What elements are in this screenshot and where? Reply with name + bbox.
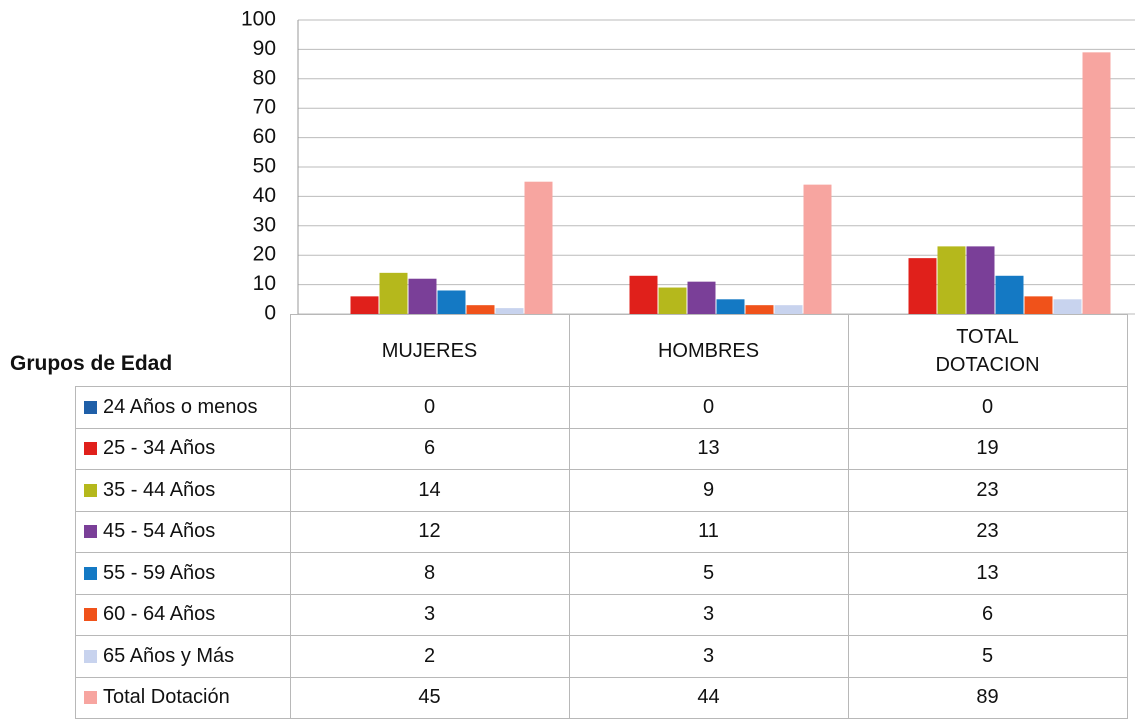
bar	[466, 305, 495, 314]
y-tick-label: 30	[253, 213, 276, 236]
table-value: 5	[847, 635, 1128, 678]
table-value: 8	[289, 552, 570, 595]
y-tick-label: 60	[253, 125, 276, 148]
bar	[408, 278, 437, 314]
table-row: 24 Años o menos 0 0 0	[75, 386, 1128, 429]
category-cell: MUJERES	[289, 314, 570, 387]
legend-swatch	[84, 649, 97, 663]
legend-label: 35 - 44 Años	[103, 478, 216, 501]
bar	[524, 181, 553, 314]
bar	[716, 299, 745, 314]
legend-swatch	[84, 608, 97, 622]
y-tick-label: 10	[253, 272, 276, 295]
legend-label: 45 - 54 Años	[103, 520, 216, 543]
data-table: MUJERES HOMBRES TOTAL DOTACION 24 Años o me…	[75, 314, 1128, 719]
y-tick-label: 50	[253, 155, 276, 178]
table-row: 60 - 64 Años 3 3 6	[75, 593, 1128, 636]
bar	[629, 275, 658, 314]
bar	[908, 258, 937, 314]
y-tick-label: 40	[253, 184, 276, 207]
y-tick-label: 70	[253, 96, 276, 119]
table-value: 6	[847, 593, 1128, 636]
table-value: 13	[847, 552, 1128, 595]
table-value: 0	[289, 386, 570, 429]
table-value: 3	[568, 593, 849, 636]
category-cell: TOTAL DOTACION	[847, 314, 1128, 387]
legend-swatch	[84, 483, 97, 497]
legend-cell: 45 - 54 Años	[75, 510, 291, 553]
legend-cell: 55 - 59 Años	[75, 552, 291, 595]
legend-cell: 24 Años o menos	[75, 386, 291, 429]
table-value: 2	[289, 635, 570, 678]
table-value: 13	[568, 427, 849, 470]
table-value: 6	[289, 427, 570, 470]
y-tick-label: 20	[253, 243, 276, 266]
bar	[658, 287, 687, 314]
bar	[1053, 299, 1082, 314]
category-label: HOMBRES	[657, 339, 760, 362]
table-row: 45 - 54 Años 12 11 23	[75, 510, 1128, 553]
bar	[966, 246, 995, 314]
table-row: 25 - 34 Años 6 13 19	[75, 427, 1128, 470]
table-value: 45	[289, 676, 570, 719]
y-tick-label: 80	[253, 66, 276, 89]
bar	[495, 308, 524, 314]
bar	[774, 305, 803, 314]
table-value: 0	[847, 386, 1128, 429]
table-value: 44	[568, 676, 849, 719]
table-row: 55 - 59 Años 8 5 13	[75, 552, 1128, 595]
legend-swatch	[84, 400, 97, 414]
category-cell: HOMBRES	[568, 314, 849, 387]
table-value: 3	[568, 635, 849, 678]
bar	[1082, 52, 1111, 315]
table-value: 0	[568, 386, 849, 429]
header-row: MUJERES HOMBRES TOTAL DOTACION	[75, 314, 1128, 387]
category-label: MUJERES	[381, 339, 478, 362]
legend-label: 60 - 64 Años	[103, 603, 216, 626]
table-value: 5	[568, 552, 849, 595]
bar	[937, 246, 966, 314]
bar	[379, 272, 408, 314]
legend-cell: 25 - 34 Años	[75, 427, 291, 470]
legend-label: 55 - 59 Años	[103, 561, 216, 584]
legend-swatch	[84, 691, 97, 705]
legend-cell: Total Dotación	[75, 676, 291, 719]
bar	[350, 296, 379, 314]
legend-swatch	[84, 442, 97, 456]
legend-swatch	[84, 525, 97, 539]
table-value: 89	[847, 676, 1128, 719]
y-tick-label: 90	[253, 37, 276, 60]
bar	[995, 275, 1024, 314]
legend-label: 24 Años o menos	[103, 395, 258, 418]
legend-cell: 35 - 44 Años	[75, 469, 291, 512]
bar	[437, 290, 466, 314]
table-value: 19	[847, 427, 1128, 470]
bar	[803, 184, 832, 314]
legend-cell: 65 Años y Más	[75, 635, 291, 678]
legend-label: 65 Años y Más	[103, 644, 235, 667]
bar	[687, 281, 716, 314]
table-value: 9	[568, 469, 849, 512]
table-row: 65 Años y Más 2 3 5	[75, 635, 1128, 678]
table-value: 23	[847, 469, 1128, 512]
legend-label: Total Dotación	[103, 686, 230, 709]
table-value: 14	[289, 469, 570, 512]
table-value: 3	[289, 593, 570, 636]
legend-cell: 60 - 64 Años	[75, 593, 291, 636]
table-value: 11	[568, 510, 849, 553]
bar	[745, 305, 774, 314]
table-value: 23	[847, 510, 1128, 553]
blank-cell	[75, 314, 291, 387]
bar	[1024, 296, 1053, 314]
table-value: 12	[289, 510, 570, 553]
y-tick-label: 100	[241, 8, 276, 31]
legend-swatch	[84, 566, 97, 580]
legend-label: 25 - 34 Años	[103, 437, 216, 460]
y-tick-label: 0	[264, 302, 276, 325]
category-label: TOTAL DOTACION	[935, 325, 1040, 376]
table-row: 35 - 44 Años 14 9 23	[75, 469, 1128, 512]
table-row: Total Dotación 45 44 89	[75, 676, 1128, 719]
